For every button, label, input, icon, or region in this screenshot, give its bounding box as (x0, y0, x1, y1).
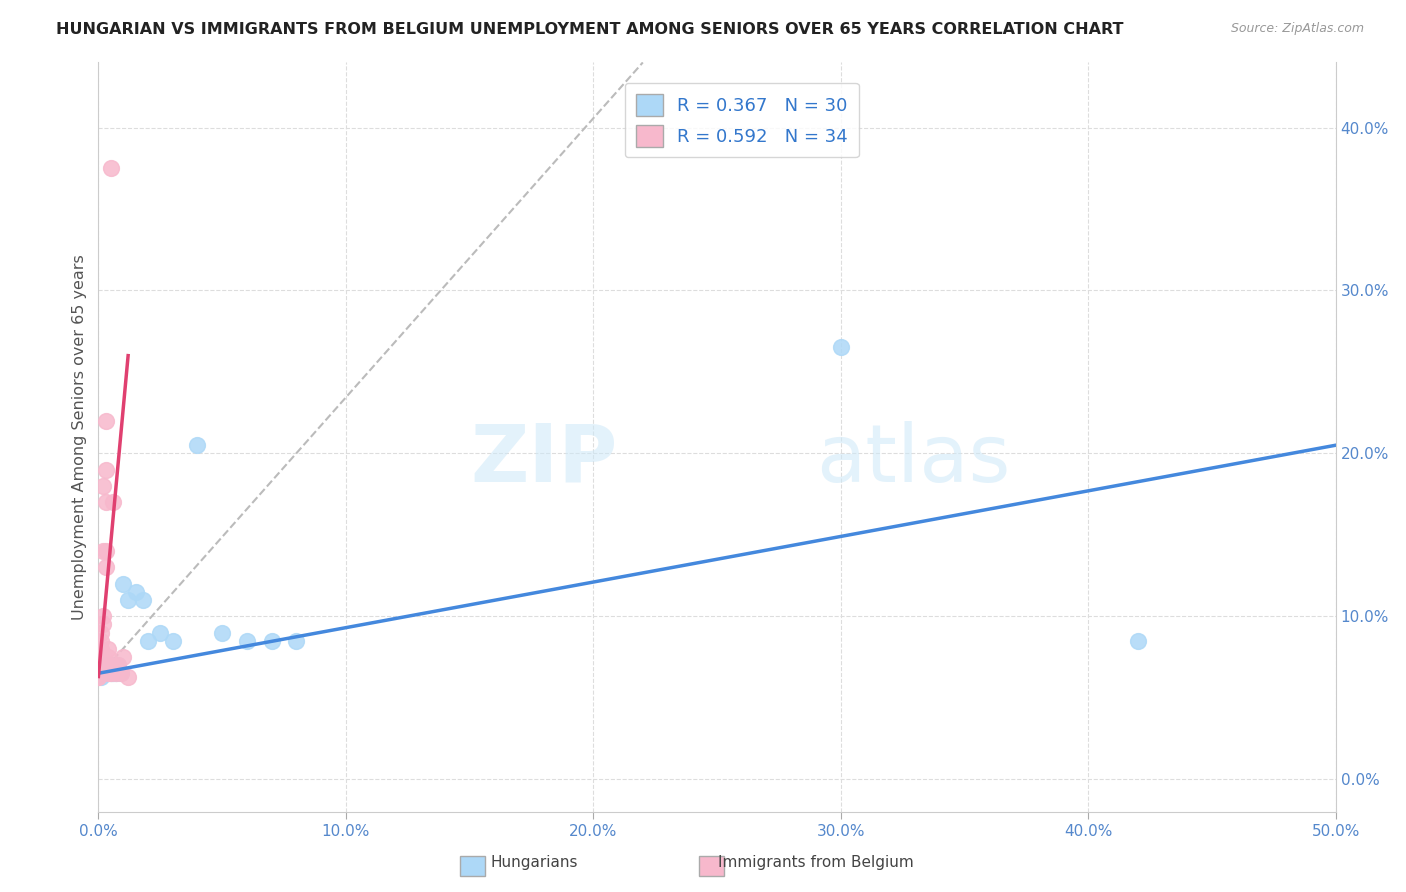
Point (94, 666, 117, 681)
Text: HUNGARIAN VS IMMIGRANTS FROM BELGIUM UNEMPLOYMENT AMONG SENIORS OVER 65 YEARS CO: HUNGARIAN VS IMMIGRANTS FROM BELGIUM UNE… (56, 22, 1123, 37)
Point (90, 658, 112, 673)
Point (93, 666, 115, 681)
Point (124, 584, 146, 599)
Text: Hungarians: Hungarians (491, 855, 578, 870)
Point (104, 666, 127, 681)
Point (97, 666, 120, 681)
Point (94, 414, 117, 428)
Point (100, 658, 122, 673)
Point (110, 666, 132, 681)
Point (93, 658, 115, 673)
Point (94, 560, 117, 574)
Point (107, 658, 129, 673)
Point (104, 666, 127, 681)
Point (136, 633, 159, 648)
Text: ZIP: ZIP (471, 420, 619, 499)
Point (110, 666, 132, 681)
Point (236, 633, 259, 648)
Point (97, 658, 120, 673)
Point (107, 658, 129, 673)
Point (93, 544, 115, 558)
Point (1126, 633, 1149, 648)
Point (87, 666, 110, 681)
Text: Source: ZipAtlas.com: Source: ZipAtlas.com (1230, 22, 1364, 36)
Point (87, 663, 110, 677)
Point (93, 609, 115, 624)
Point (112, 576, 135, 591)
Point (97, 641, 120, 656)
Y-axis label: Unemployment Among Seniors over 65 years: Unemployment Among Seniors over 65 years (72, 254, 87, 620)
Point (100, 161, 122, 176)
Point (97, 666, 120, 681)
Point (100, 666, 122, 681)
Point (94, 544, 117, 558)
Point (100, 666, 122, 681)
Point (87, 669, 110, 683)
Point (94, 658, 117, 673)
Point (97, 658, 120, 673)
Point (87, 666, 110, 681)
Point (211, 625, 233, 640)
Point (186, 438, 208, 452)
Point (94, 463, 117, 477)
Point (830, 341, 852, 355)
Point (285, 633, 308, 648)
Point (117, 669, 139, 683)
Point (87, 658, 110, 673)
Point (103, 495, 125, 509)
Point (103, 666, 125, 681)
Point (97, 650, 120, 665)
Point (149, 625, 172, 640)
Text: Immigrants from Belgium: Immigrants from Belgium (717, 855, 914, 870)
Point (93, 479, 115, 493)
Point (112, 650, 135, 665)
Point (100, 658, 122, 673)
Point (162, 633, 184, 648)
Text: atlas: atlas (815, 420, 1011, 499)
Point (117, 593, 139, 607)
Point (260, 633, 283, 648)
Point (87, 669, 110, 683)
Point (94, 495, 117, 509)
Point (90, 650, 112, 665)
Point (90, 661, 112, 675)
Point (132, 593, 155, 607)
Point (87, 655, 110, 669)
Point (90, 633, 112, 648)
Legend: R = 0.367   N = 30, R = 0.592   N = 34: R = 0.367 N = 30, R = 0.592 N = 34 (624, 83, 859, 158)
Point (90, 641, 112, 656)
Point (90, 669, 112, 683)
Point (87, 658, 110, 673)
Point (93, 617, 115, 632)
Point (90, 625, 112, 640)
Point (87, 650, 110, 665)
